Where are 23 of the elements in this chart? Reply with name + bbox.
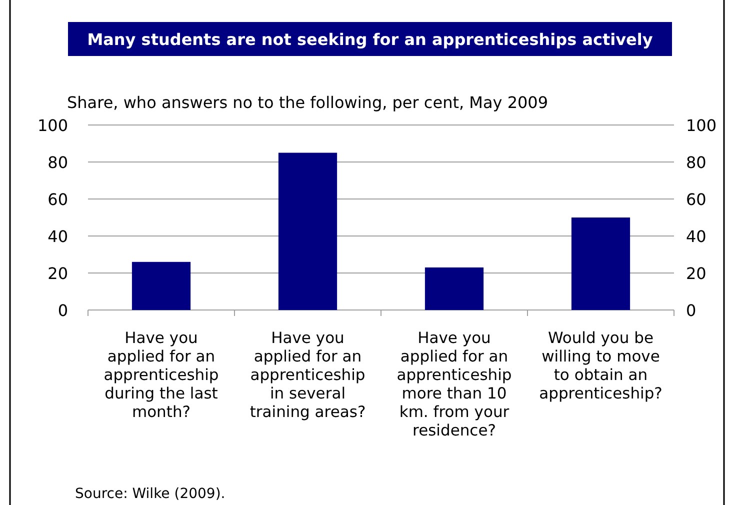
bar — [571, 218, 630, 310]
x-tick-label: Would you be willing to move to obtain an apprenticeship? — [539, 329, 662, 402]
y2-tick-label: 20 — [686, 264, 706, 283]
chart-title: Many students are not seeking for an apprenticeships actively — [87, 30, 654, 49]
y-tick-label: 20 — [48, 264, 68, 283]
y-tick-label: 0 — [58, 301, 68, 320]
y-tick-label: 80 — [48, 153, 68, 172]
y-tick-label: 100 — [37, 116, 68, 135]
source-note: Source: Wilke (2009). — [75, 486, 226, 502]
chart-subtitle: Share, who answers no to the following, per cent, May 2009 — [67, 93, 548, 112]
y2-tick-label: 40 — [686, 227, 706, 246]
y-tick-label: 60 — [48, 190, 68, 209]
y2-tick-label: 100 — [686, 116, 717, 135]
y-tick-label: 40 — [48, 227, 68, 246]
y2-tick-label: 60 — [686, 190, 706, 209]
x-tick-label: Have you applied for an apprenticeship during the last month? — [104, 329, 219, 421]
y2-tick-label: 80 — [686, 153, 706, 172]
y2-tick-label: 0 — [686, 301, 696, 320]
bar — [278, 152, 338, 310]
bar — [132, 262, 191, 310]
bar — [424, 267, 484, 310]
x-tick-label: Have you applied for an apprenticeship more than 10 km. from your residence? — [396, 329, 512, 440]
x-tick-label: Have you applied for an apprenticeship in several training areas? — [250, 329, 366, 421]
